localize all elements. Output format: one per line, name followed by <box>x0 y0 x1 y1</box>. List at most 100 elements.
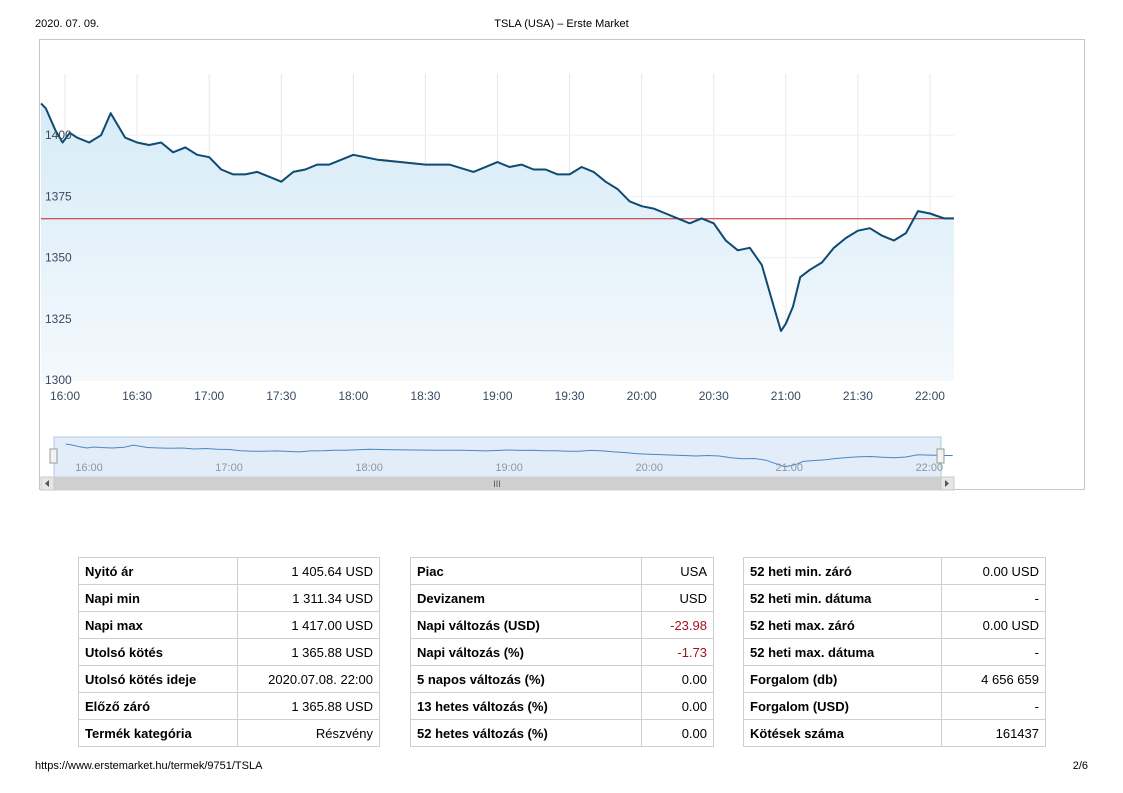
table-row: 52 heti max. záró 0.00 USD <box>743 611 1046 639</box>
navigator-handle-right[interactable] <box>936 448 945 464</box>
scrollbar-grip: III <box>493 479 501 489</box>
table-row: 52 heti min. záró 0.00 USD <box>743 557 1046 585</box>
navigator-tick-label: 17:00 <box>215 462 243 474</box>
x-tick-label: 21:00 <box>771 389 801 403</box>
navigator-line <box>65 443 953 468</box>
row-label: 52 heti max. dátuma <box>743 638 942 666</box>
x-tick-label: 20:00 <box>627 389 657 403</box>
page-title: TSLA (USA) – Erste Market <box>494 18 629 30</box>
print-date: 2020. 07. 09. <box>35 18 100 30</box>
table-row: Napi max 1 417.00 USD <box>78 611 380 639</box>
table-row: Kötések száma 161437 <box>743 719 1046 747</box>
row-label: Napi max <box>78 611 238 639</box>
row-value: 1 311.34 USD <box>237 584 380 612</box>
x-tick-label: 21:30 <box>843 389 873 403</box>
quote-table-3: 52 heti min. záró 0.00 USD 52 heti min. dá… <box>743 557 1046 747</box>
x-tick-label: 17:30 <box>266 389 296 403</box>
y-tick-label: 1300 <box>45 373 72 387</box>
quote-table-1: Nyitó ár 1 405.64 USD Napi min 1 311.34 USD… <box>78 557 380 747</box>
navigator-tick-label: 21:00 <box>776 462 804 474</box>
row-value: Részvény <box>237 719 380 747</box>
row-label: Napi változás (%) <box>410 638 642 666</box>
table-row: Napi változás (USD) -23.98 <box>410 611 714 639</box>
row-label: 52 heti max. záró <box>743 611 942 639</box>
row-value: USA <box>641 557 714 585</box>
row-value: 0.00 <box>641 665 714 693</box>
price-area-fill <box>41 103 954 381</box>
navigator-tick-label: 20:00 <box>635 462 663 474</box>
navigator-axis: 16:00 17:00 18:00 19:00 20:00 21:00 22:00 <box>75 462 943 474</box>
row-value: -1.73 <box>641 638 714 666</box>
x-tick-label: 18:30 <box>410 389 440 403</box>
x-tick-label: 20:30 <box>699 389 729 403</box>
table-row: 5 napos változás (%) 0.00 <box>410 665 714 693</box>
x-tick-label: 19:00 <box>482 389 512 403</box>
table-row: Nyitó ár 1 405.64 USD <box>78 557 380 585</box>
y-tick-label: 1325 <box>45 312 72 326</box>
row-label: Forgalom (USD) <box>743 692 942 720</box>
row-label: 5 napos változás (%) <box>410 665 642 693</box>
row-value: 0.00 <box>641 692 714 720</box>
row-value: 1 405.64 USD <box>237 557 380 585</box>
table-row: Piac USA <box>410 557 714 585</box>
quote-table-2: Piac USA Devizanem USD Napi változás (USD) -2… <box>410 557 714 747</box>
row-label: 13 hetes változás (%) <box>410 692 642 720</box>
row-label: 52 heti min. dátuma <box>743 584 942 612</box>
row-value: 0.00 USD <box>941 611 1046 639</box>
table-row: 52 heti min. dátuma - <box>743 584 1046 612</box>
scrollbar-thumb[interactable] <box>54 477 941 490</box>
table-row: Forgalom (USD) - <box>743 692 1046 720</box>
row-label: Előző záró <box>78 692 238 720</box>
row-label: Devizanem <box>410 584 642 612</box>
row-label: Utolsó kötés <box>78 638 238 666</box>
row-label: Napi változás (USD) <box>410 611 642 639</box>
table-row: Termék kategória Részvény <box>78 719 380 747</box>
row-value: -23.98 <box>641 611 714 639</box>
row-label: Termék kategória <box>78 719 238 747</box>
y-tick-label: 1375 <box>45 189 72 203</box>
row-label: Napi min <box>78 584 238 612</box>
row-value: 1 417.00 USD <box>237 611 380 639</box>
row-value: 1 365.88 USD <box>237 638 380 666</box>
chart-navigator[interactable]: 16:00 17:00 18:00 19:00 20:00 21:00 22:00 III <box>40 436 955 491</box>
row-label: Utolsó kötés ideje <box>78 665 238 693</box>
row-value: 0.00 USD <box>941 557 1046 585</box>
row-value: 1 365.88 USD <box>237 692 380 720</box>
x-tick-label: 16:30 <box>122 389 152 403</box>
navigator-tick-label: 22:00 <box>916 462 944 474</box>
x-tick-label: 18:00 <box>338 389 368 403</box>
footer-url: https://www.erstemarket.hu/termek/9751/T… <box>35 760 263 772</box>
table-row: Napi min 1 311.34 USD <box>78 584 380 612</box>
row-value: 0.00 <box>641 719 714 747</box>
navigator-handle-left[interactable] <box>49 448 58 464</box>
chart-frame: 1300 1325 1350 1375 1400 16:00 16:30 17:00 17:3… <box>39 39 1086 491</box>
price-line <box>40 102 954 332</box>
x-tick-label: 16:00 <box>50 389 80 403</box>
table-row: 13 hetes változás (%) 0.00 <box>410 692 714 720</box>
table-row: 52 hetes változás (%) 0.00 <box>410 719 714 747</box>
x-tick-label: 22:00 <box>915 389 945 403</box>
table-row: Forgalom (db) 4 656 659 <box>743 665 1046 693</box>
row-value: 2020.07.08. 22:00 <box>237 665 380 693</box>
navigator-selection[interactable] <box>53 436 942 478</box>
row-value: 161437 <box>941 719 1046 747</box>
row-value: - <box>941 692 1046 720</box>
row-value: USD <box>641 584 714 612</box>
row-value: - <box>941 638 1046 666</box>
x-axis: 16:00 16:30 17:00 17:30 18:00 18:30 19:00 19:30… <box>50 389 945 403</box>
x-tick-label: 17:00 <box>194 389 224 403</box>
navigator-tick-label: 18:00 <box>355 462 383 474</box>
table-row: Előző záró 1 365.88 USD <box>78 692 380 720</box>
arrow-right-icon <box>945 480 949 487</box>
x-tick-label: 19:30 <box>555 389 585 403</box>
table-row: Utolsó kötés ideje 2020.07.08. 22:00 <box>78 665 380 693</box>
navigator-tick-label: 19:00 <box>495 462 523 474</box>
table-row: Utolsó kötés 1 365.88 USD <box>78 638 380 666</box>
price-chart[interactable]: 1300 1325 1350 1375 1400 16:00 16:30 17:00 17:3… <box>40 40 1086 491</box>
y-tick-label: 1350 <box>45 251 72 265</box>
row-label: Kötések száma <box>743 719 942 747</box>
page-number: 2/6 <box>1072 760 1088 772</box>
row-value: 4 656 659 <box>941 665 1046 693</box>
row-label: Nyitó ár <box>78 557 238 585</box>
table-row: 52 heti max. dátuma - <box>743 638 1046 666</box>
